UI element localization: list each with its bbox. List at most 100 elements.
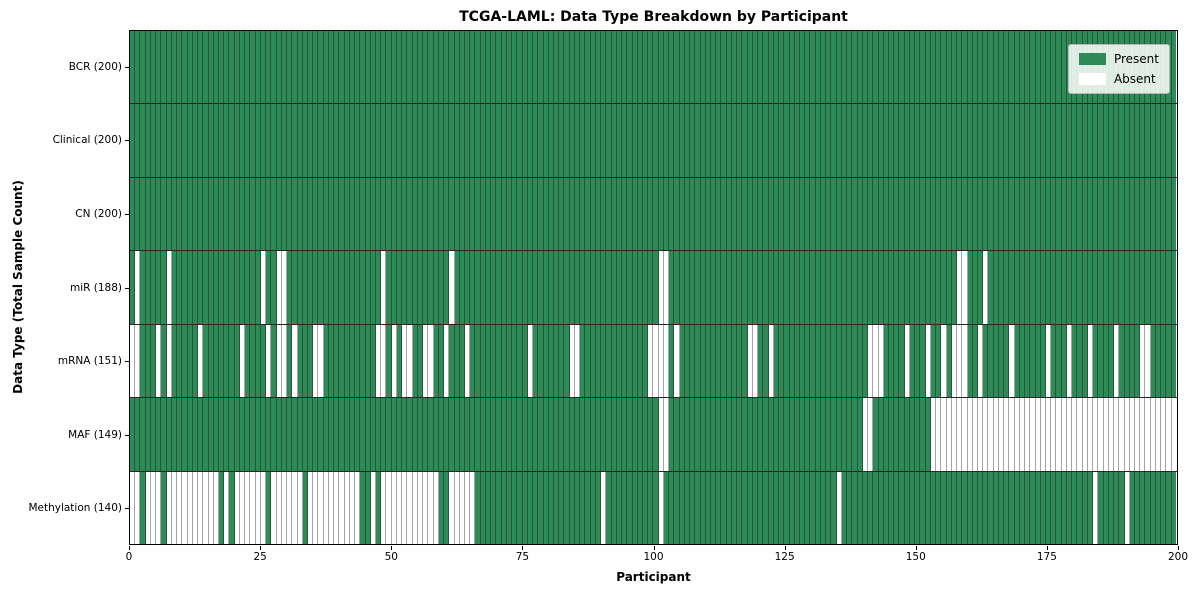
heatmap-cell [156, 251, 162, 324]
heatmap-cell [590, 31, 596, 104]
heatmap-cell [140, 324, 146, 398]
heatmap-cell [595, 104, 602, 177]
heatmap-cell [266, 471, 272, 544]
heatmap-cell [794, 104, 800, 177]
heatmap-cell [606, 324, 612, 398]
heatmap-cell [1103, 324, 1109, 398]
heatmap-cell [459, 177, 465, 251]
heatmap-cell [684, 251, 691, 324]
heatmap-cell [182, 251, 188, 324]
heatmap-cell [344, 471, 350, 544]
heatmap-cell [967, 471, 973, 544]
heatmap-cell [1019, 471, 1026, 544]
heatmap-cell [841, 398, 848, 471]
heatmap-cell [972, 398, 978, 471]
heatmap-cell [391, 177, 397, 251]
heatmap-cell [841, 177, 848, 251]
heatmap-cell [1056, 251, 1062, 324]
heatmap-cell [386, 398, 392, 471]
heatmap-cell [548, 324, 554, 398]
heatmap-cell [632, 471, 638, 544]
heatmap-cell [1077, 324, 1083, 398]
heatmap-cell [1030, 251, 1036, 324]
heatmap-cell [171, 398, 178, 471]
heatmap-cell [328, 31, 335, 104]
heatmap-cell [412, 104, 418, 177]
heatmap-cell [1103, 471, 1109, 544]
heatmap-cell [166, 104, 172, 177]
heatmap-cell [1087, 104, 1094, 177]
heatmap-cell [334, 324, 340, 398]
heatmap-cell [731, 471, 738, 544]
heatmap-cell [789, 251, 795, 324]
heatmap-cell [878, 31, 884, 104]
heatmap-cell [1009, 177, 1015, 251]
heatmap-cell [1014, 398, 1020, 471]
heatmap-cell [1061, 324, 1067, 398]
heatmap-cell [553, 177, 560, 251]
heatmap-cell [543, 31, 549, 104]
heatmap-cell [768, 177, 774, 251]
heatmap-cell [1035, 471, 1041, 544]
heatmap-cell [454, 398, 460, 471]
heatmap-cell [967, 177, 973, 251]
heatmap-cell [302, 398, 308, 471]
heatmap-cell [1035, 251, 1041, 324]
heatmap-cell [836, 471, 842, 544]
heatmap-cell [862, 251, 869, 324]
heatmap-cell [674, 177, 680, 251]
heatmap-cell [1066, 398, 1073, 471]
x-tick-mark [653, 546, 655, 550]
heatmap-cell [171, 251, 178, 324]
heatmap-cell [1140, 251, 1146, 324]
heatmap-cell [449, 471, 455, 544]
heatmap-cell [857, 398, 863, 471]
heatmap-cell [166, 471, 172, 544]
heatmap-cell [229, 324, 235, 398]
heatmap-cell [1166, 177, 1172, 251]
heatmap-cell [915, 177, 921, 251]
heatmap-cell [145, 104, 151, 177]
heatmap-cell [1171, 398, 1176, 471]
heatmap-cell [224, 471, 230, 544]
heatmap-cell [1046, 177, 1052, 251]
heatmap-cell [773, 398, 780, 471]
heatmap-cell [1025, 324, 1031, 398]
heatmap-cell [705, 324, 712, 398]
heatmap-cell [344, 104, 350, 177]
heatmap-cell [145, 398, 151, 471]
heatmap-cell [292, 251, 298, 324]
heatmap-cell [543, 471, 549, 544]
heatmap-cell [313, 104, 319, 177]
heatmap-cell [559, 251, 565, 324]
heatmap-cell [145, 177, 151, 251]
heatmap-cell [465, 398, 471, 471]
heatmap-cell [642, 177, 649, 251]
heatmap-cell [993, 104, 999, 177]
heatmap-cell [527, 398, 534, 471]
heatmap-cell [454, 324, 460, 398]
heatmap-cell [417, 471, 424, 544]
heatmap-cell [491, 398, 497, 471]
heatmap-cell [260, 471, 267, 544]
heatmap-cell [669, 31, 675, 104]
heatmap-cell [1025, 398, 1031, 471]
heatmap-cell [957, 324, 963, 398]
heatmap-cell [1140, 324, 1146, 398]
heatmap-cell [323, 398, 329, 471]
heatmap-cell [376, 398, 382, 471]
heatmap-cell [407, 398, 413, 471]
heatmap-cell [318, 324, 324, 398]
heatmap-cell [606, 471, 612, 544]
heatmap-cell [622, 31, 628, 104]
heatmap-cell [538, 324, 544, 398]
heatmap-cell [737, 398, 743, 471]
heatmap-cell [873, 104, 879, 177]
heatmap-cell [585, 324, 591, 398]
heatmap-cell [1114, 177, 1120, 251]
y-tick-label-mRNA: mRNA (151) [57, 355, 122, 368]
heatmap-cell [1040, 31, 1047, 104]
heatmap-cell [1098, 251, 1104, 324]
heatmap-cell [396, 398, 403, 471]
heatmap-cell [198, 398, 204, 471]
